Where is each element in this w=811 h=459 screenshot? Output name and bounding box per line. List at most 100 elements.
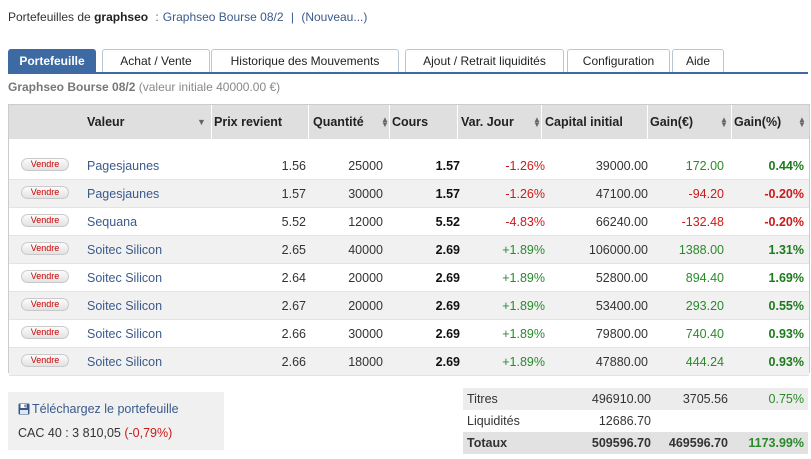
sell-button[interactable]: Vendre [21,242,69,255]
titres-v1: 496910.00 [591,392,651,406]
col-valeur-label: Valeur [87,115,125,129]
sort-toggle-icon[interactable]: ▲ ▼ [798,115,806,129]
new-portfolio-link[interactable]: (Nouveau...) [301,10,368,24]
sell-button[interactable]: Vendre [21,186,69,199]
table-row: Vendre Soitec Silicon 2.66 30000 2.69 +1… [9,320,809,348]
col-prix-label: Prix revient [214,115,283,129]
sort-toggle-icon[interactable]: ▲ ▼ [720,115,728,129]
col-gain-pct-label: Gain(%) [734,115,782,129]
col-gain-pct[interactable]: Gain(%) ▲ ▼ [731,105,809,139]
totaux-label: Totaux [467,436,508,450]
holdings-table: Valeur ▼ Prix revient Quantité ▲ ▼ Cours … [8,104,810,376]
cell-gain-pct: 1.69% [768,271,804,285]
sell-button[interactable]: Vendre [21,214,69,227]
cell-valeur[interactable]: Soitec Silicon [87,327,163,341]
totals-table: Titres 496910.00 3705.56 0.75% Liquidité… [463,388,808,454]
col-prix-revient[interactable]: Prix revient [211,105,306,139]
cell-capital-initial: 53400.00 [595,299,648,313]
cell-capital-initial: 52800.00 [595,271,648,285]
cell-prix-revient: 2.67 [281,299,306,313]
tab-bar: Portefeuille Achat / Vente Historique de… [8,49,808,73]
liquidites-label: Liquidités [467,414,520,428]
download-portfolio-link[interactable]: Téléchargez le portefeuille [18,402,179,416]
sell-button[interactable]: Vendre [21,298,69,311]
col-capital-initial[interactable]: Capital initial [541,105,649,139]
col-divider [457,105,458,139]
totaux-v2: 469596.70 [668,436,728,450]
portfolio-link[interactable]: Graphseo Bourse 08/2 [162,10,284,24]
cell-gain-eur: 1388.00 [678,243,724,257]
cell-valeur[interactable]: Soitec Silicon [87,243,163,257]
col-divider [541,105,542,139]
col-divider [308,105,309,139]
tab-aide[interactable]: Aide [672,49,724,73]
col-capital-label: Capital initial [545,115,623,129]
table-row: Vendre Soitec Silicon 2.65 40000 2.69 +1… [9,236,809,264]
cell-prix-revient: 2.66 [281,355,306,369]
sort-toggle-icon[interactable]: ▲ ▼ [381,115,389,129]
header-prefix: Portefeuilles de [8,10,91,24]
cac40-label: CAC 40 : 3 810,05 [18,426,121,440]
tab-configuration[interactable]: Configuration [567,49,670,73]
cell-var-jour: -4.83% [505,215,545,229]
tab-underline [8,72,808,74]
totals-row-liquidites: Liquidités 12686.70 [463,410,808,432]
totals-row-totaux: Totaux 509596.70 469596.70 1173.99% [463,432,808,454]
sell-button[interactable]: Vendre [21,354,69,367]
cell-cours: 2.69 [435,355,460,369]
col-valeur[interactable]: Valeur ▼ [87,105,213,139]
table-row: Vendre Soitec Silicon 2.66 18000 2.69 +1… [9,348,809,376]
cell-quantite: 30000 [348,187,383,201]
cell-valeur[interactable]: Sequana [87,215,138,229]
cac40-change: (-0,79%) [124,426,173,440]
liquidites-v1: 12686.70 [598,414,651,428]
cell-prix-revient: 2.66 [281,327,306,341]
table-header: Valeur ▼ Prix revient Quantité ▲ ▼ Cours … [9,105,809,139]
sell-button[interactable]: Vendre [21,270,69,283]
cell-gain-eur: 740.40 [685,327,724,341]
cell-cours: 2.69 [435,327,460,341]
sell-button[interactable]: Vendre [21,326,69,339]
col-divider [647,105,648,139]
portfolio-initial-value: (valeur initiale 40000.00 €) [138,80,281,94]
totals-row-titres: Titres 496910.00 3705.56 0.75% [463,388,808,410]
cell-prix-revient: 1.57 [281,187,306,201]
col-var-jour[interactable]: Var. Jour ▲ ▼ [457,105,541,139]
cell-cours: 1.57 [435,187,460,201]
cell-cours: 1.57 [435,159,460,173]
tab-portefeuille[interactable]: Portefeuille [8,49,96,73]
cell-valeur[interactable]: Soitec Silicon [87,271,163,285]
col-quantite-label: Quantité [313,115,364,129]
table-row: Vendre Soitec Silicon 2.64 20000 2.69 +1… [9,264,809,292]
cell-gain-pct: 1.31% [768,243,804,257]
cell-var-jour: +1.89% [502,271,545,285]
sell-button[interactable]: Vendre [21,158,69,171]
cell-valeur[interactable]: Soitec Silicon [87,299,163,313]
tab-achat-vente[interactable]: Achat / Vente [102,49,210,73]
cell-quantite: 30000 [348,327,383,341]
cell-gain-pct: -0.20% [764,187,804,201]
download-box: Téléchargez le portefeuille CAC 40 : 3 8… [8,392,224,450]
cell-var-jour: +1.89% [502,299,545,313]
cac40-quote: CAC 40 : 3 810,05 (-0,79%) [18,426,172,440]
cell-cours: 5.52 [435,215,460,229]
sort-desc-icon[interactable]: ▼ [197,117,206,127]
cell-valeur[interactable]: Pagesjaunes [87,187,160,201]
page-header: Portefeuilles de graphseo : Graphseo Bour… [8,10,367,24]
cell-gain-pct: 0.93% [768,355,804,369]
cell-valeur[interactable]: Soitec Silicon [87,355,163,369]
cell-var-jour: +1.89% [502,243,545,257]
table-row: Vendre Soitec Silicon 2.67 20000 2.69 +1… [9,292,809,320]
col-cours[interactable]: Cours [389,105,462,139]
sort-toggle-icon[interactable]: ▲ ▼ [533,115,541,129]
cell-valeur[interactable]: Pagesjaunes [87,159,160,173]
cell-gain-pct: 0.93% [768,327,804,341]
cell-capital-initial: 106000.00 [588,243,648,257]
col-gain-eur[interactable]: Gain(€) ▲ ▼ [647,105,732,139]
col-quantite[interactable]: Quantité ▲ ▼ [308,105,395,139]
tab-liquidites[interactable]: Ajout / Retrait liquidités [405,49,564,73]
col-divider [731,105,732,139]
table-row: Vendre Sequana 5.52 12000 5.52 -4.83% 66… [9,208,809,236]
cell-quantite: 40000 [348,243,383,257]
tab-historique[interactable]: Historique des Mouvements [211,49,399,73]
